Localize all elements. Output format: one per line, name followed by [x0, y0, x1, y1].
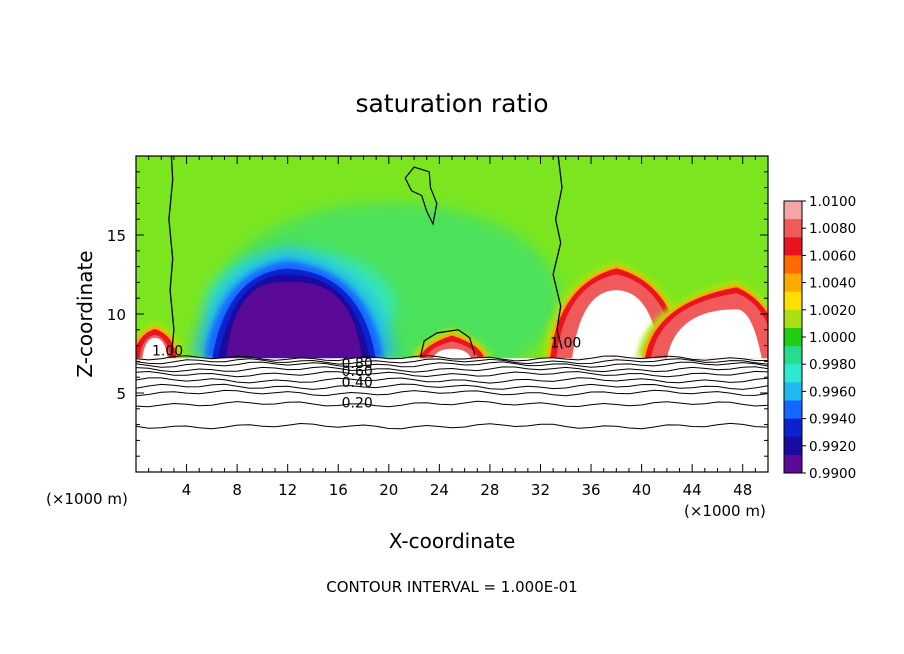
colorbar-swatch	[784, 255, 802, 275]
contour-label: 0.20	[342, 395, 373, 411]
x-tick-label: 40	[632, 481, 651, 499]
cloud-region	[666, 309, 762, 359]
x-tick-label: 36	[581, 481, 600, 499]
contour-label: 1.00	[152, 343, 183, 359]
x-tick-label: 32	[531, 481, 550, 499]
colorbar-swatch	[784, 201, 802, 220]
colorbar-swatch	[784, 327, 802, 347]
colorbar-swatch	[784, 237, 802, 256]
x-tick-label: 44	[683, 481, 702, 499]
colorbar-label: 0.9980	[809, 357, 856, 373]
colorbar-label: 1.0060	[809, 248, 856, 264]
y-axis-label: Z-coordinate	[73, 250, 97, 377]
colorbar-swatch	[784, 454, 802, 474]
cloud-region	[142, 337, 168, 359]
contour-line	[136, 354, 768, 362]
contour-line	[136, 358, 768, 365]
colorbar-swatch	[784, 346, 802, 365]
contour-label: 0.60	[342, 364, 373, 380]
colorbar	[783, 200, 803, 474]
x-axis-ticks: 4 8 12 16 20 24 28 32 36 40 44 48	[148, 156, 756, 499]
contour-line	[136, 377, 768, 384]
x-unit-left: (×1000 m)	[46, 490, 128, 508]
x-tick-label: 16	[329, 481, 348, 499]
plot-area	[136, 156, 768, 472]
contour-line	[136, 361, 768, 368]
x-unit-right: (×1000 m)	[684, 502, 766, 520]
colorbar-label: 1.0000	[809, 330, 856, 346]
x-tick-label: 28	[480, 481, 499, 499]
cloud-region	[433, 348, 471, 359]
y-tick-label: 5	[116, 385, 126, 403]
colorbar-swatch	[784, 291, 802, 311]
cloud-region	[572, 290, 661, 359]
colorbar-label: 1.0080	[809, 221, 856, 237]
colorbar-label: 0.9940	[809, 412, 856, 428]
colorbar-label: 1.0100	[809, 194, 856, 210]
contour-label: 0.40	[342, 375, 373, 391]
chart-title: saturation ratio	[355, 89, 548, 118]
contour-lines	[136, 156, 768, 430]
x-tick-label: 20	[379, 481, 398, 499]
y-axis-ticks: 5 10 15	[107, 171, 768, 457]
colorbar-swatch	[784, 418, 802, 438]
y-tick-label: 15	[107, 227, 126, 245]
x-tick-label: 48	[733, 481, 752, 499]
colorbar-label: 0.9920	[809, 439, 856, 455]
colorbar-label: 0.9900	[809, 466, 856, 482]
colorbar-swatch	[784, 382, 802, 401]
subsaturated-min	[226, 282, 362, 359]
contour-line	[136, 422, 768, 430]
colorbar-swatch	[784, 309, 802, 329]
contour-line-1.00	[404, 166, 438, 226]
contour-label: 1.00	[550, 335, 581, 351]
colorbar-swatch	[784, 219, 802, 238]
colorbar-swatch	[784, 364, 802, 383]
contour-line	[136, 383, 768, 390]
colorbar-label: 0.9960	[809, 384, 856, 400]
contour-line	[136, 370, 768, 378]
below-cloud-region	[136, 358, 768, 472]
colorbar-swatch	[784, 273, 802, 293]
contour-line	[136, 366, 768, 373]
y-tick-label: 10	[107, 306, 126, 324]
x-axis-label: X-coordinate	[389, 529, 516, 553]
colorbar-label: 1.0020	[809, 303, 856, 319]
contour-line	[136, 389, 768, 397]
contour-line-1.00	[168, 156, 175, 356]
colorbar-label: 1.0040	[809, 276, 856, 292]
contour-line	[136, 400, 768, 408]
contour-labels: 1.00 1.00 0.800.600.40 0.20	[152, 335, 581, 411]
contour-label: 0.80	[342, 356, 373, 372]
colorbar-labels: 1.0100 1.0080 1.0060 1.0040 1.0020 1.0000 0.99…	[802, 194, 856, 482]
colorbar-swatch	[784, 436, 802, 456]
x-tick-label: 8	[232, 481, 242, 499]
contour-interval-footer: CONTOUR INTERVAL = 1.000E-01	[326, 578, 577, 596]
contour-line-1.00	[552, 156, 563, 349]
contour-line-1.00	[419, 329, 476, 357]
colorbar-swatch	[784, 400, 802, 420]
x-tick-label: 4	[182, 481, 192, 499]
x-tick-label: 12	[278, 481, 297, 499]
x-tick-label: 24	[430, 481, 449, 499]
